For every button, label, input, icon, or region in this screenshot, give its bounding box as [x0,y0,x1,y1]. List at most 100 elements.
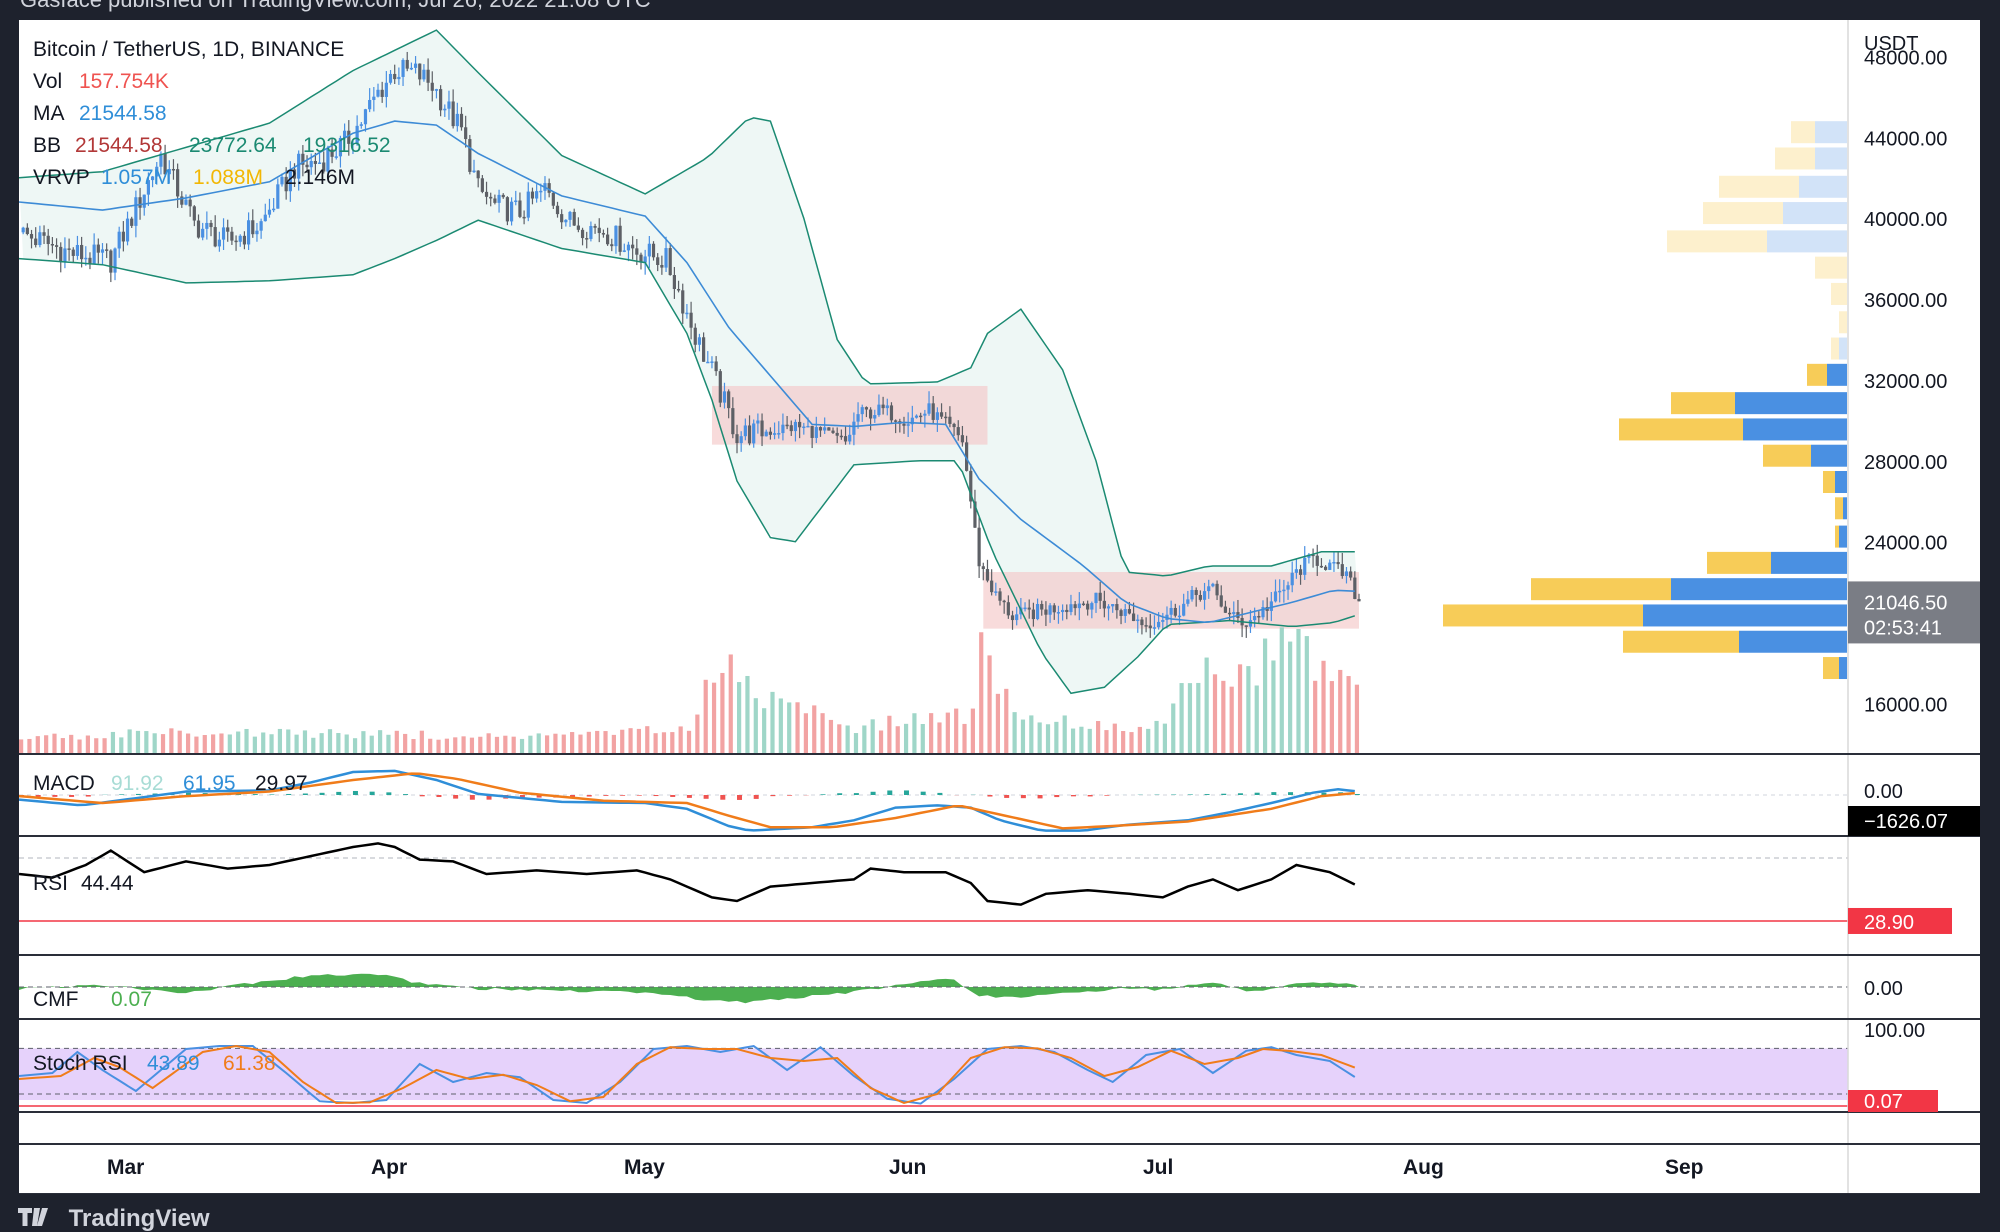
candle-body [1078,604,1081,609]
volume-profile-down-bar [1707,552,1771,574]
candle-body [952,424,955,427]
macd-histogram-bar [787,795,792,796]
macd-badge-label: −1626.07 [1864,811,1948,833]
volume-bar [269,734,273,754]
candle-body [827,427,830,430]
volume-bar [1221,681,1225,754]
countdown-label: 02:53:41 [1864,617,1942,639]
volume-profile-down-bar [1443,604,1643,626]
candle-body [556,206,559,214]
candle-body [1215,584,1218,596]
volume-bar [570,732,574,754]
candle-body [894,420,897,422]
volume-profile-up-bar [1835,471,1847,493]
candle-body [481,178,484,192]
candle-body [1253,616,1256,620]
volume-bar [729,654,733,754]
candle-body [710,361,713,363]
candle-body [1119,610,1122,616]
macd-histogram-bar [770,795,775,796]
candle-body [247,220,250,244]
candle-body [435,89,438,91]
candle-body [681,290,684,313]
candle-body [456,114,459,126]
publisher-line: Gasface published on TradingView.com, Ju… [20,0,651,10]
candle-body [698,337,701,344]
volume-bar [937,722,941,754]
candle-body [88,258,91,264]
candle-body [731,408,734,434]
candle-body [1349,571,1352,577]
macd-histogram-bar [654,795,659,796]
candle-body [1136,619,1139,621]
trading-chart[interactable]: 48000.0044000.0040000.0036000.0032000.00… [19,20,1980,1194]
candle-body [401,60,404,77]
candle-body [815,427,818,438]
candle-body [619,226,622,252]
candle-body [677,289,680,291]
volume-profile-up-bar [1815,121,1847,143]
volume-bar [136,731,140,754]
volume-bar [1071,729,1075,754]
candle-body [47,236,50,244]
volume-bar [1021,720,1025,754]
volume-bar [470,738,474,754]
candle-body [134,197,137,226]
volume-bar [612,735,616,754]
candle-body [823,427,826,430]
candle-body [940,412,943,416]
macd-histogram-bar [1038,795,1043,798]
candle-body [694,328,697,345]
volume-bar [846,725,850,754]
volume-profile-down-bar [1823,657,1839,679]
candle-body [589,226,592,239]
candle-body [836,433,839,436]
volume-bar [144,731,148,754]
macd-histogram-bar [820,794,825,795]
volume-bar [1346,676,1350,754]
candle-body [660,265,663,268]
volume-bar [1063,715,1067,754]
candle-body [63,248,66,261]
time-tick-label: Mar [107,1156,144,1179]
candle-body [280,177,283,184]
candle-body [740,436,743,443]
candle-body [585,238,588,240]
cmf-value: 0.07 [111,988,152,1011]
volume-bar [987,655,991,754]
volume-bar [102,738,106,754]
candle-body [936,412,939,420]
candle-body [1353,578,1356,599]
candle-body [138,197,141,208]
volume-bar [946,713,950,754]
volume-bar [1096,721,1100,754]
candle-body [811,426,814,438]
volume-bar [812,705,816,754]
candle-body [907,424,910,426]
last-price-label: 21046.50 [1864,592,1947,614]
volume-bar [528,736,532,754]
candle-body [1132,613,1135,621]
volume-bar [670,732,674,754]
candle-body [59,247,62,262]
candle-body [426,70,429,83]
candle-body [130,219,133,226]
volume-bar [19,739,23,754]
candle-body [226,227,229,231]
time-tick-label: Apr [371,1156,407,1179]
candle-body [239,236,242,242]
candle-body [748,425,751,443]
volume-bar [745,676,749,754]
macd-histogram-bar [754,795,759,799]
volume-bar [1079,727,1083,754]
volume-bar [1230,687,1234,754]
candle-body [1270,601,1273,611]
candle-body [1170,608,1173,615]
candle-body [443,109,446,111]
volume-profile-down-bar [1823,471,1835,493]
volume-bar [1188,683,1192,754]
macd-axis-tick: 0.00 [1864,781,1903,803]
candle-body [1299,569,1302,575]
macd-histogram-bar [1271,792,1276,795]
macd-histogram-bar [1054,795,1059,797]
